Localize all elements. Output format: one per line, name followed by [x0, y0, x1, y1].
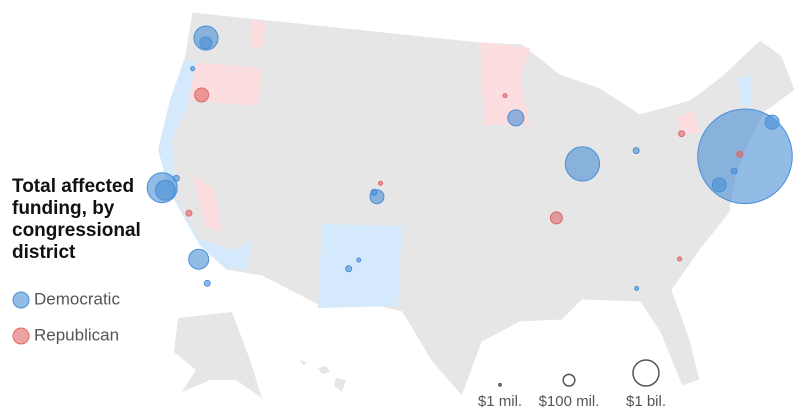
- district-bubble: [185, 209, 193, 217]
- legend-label: Democratic: [34, 289, 120, 308]
- district-bubble: [190, 66, 196, 72]
- legend-label: Republican: [34, 325, 119, 344]
- minnesota-highlight: [480, 42, 530, 125]
- size-legend-label: $1 bil.: [626, 393, 666, 410]
- district-bubble: [154, 179, 176, 201]
- district-bubble: [194, 87, 210, 103]
- legend-swatch: [12, 327, 30, 345]
- district-bubble: [345, 265, 353, 273]
- district-bubble: [199, 36, 213, 50]
- district-bubble: [172, 174, 180, 182]
- size-legend-label: $100 mil.: [539, 393, 600, 410]
- size-legend: $1 mil. $100 mil. $1 bil.: [478, 359, 666, 410]
- new-mexico-highlight: [318, 224, 402, 308]
- district-bubble: [634, 285, 640, 291]
- us-outline: [157, 11, 796, 397]
- basemap: [157, 11, 796, 398]
- district-bubble: [356, 257, 362, 263]
- district-bubble: [377, 180, 384, 186]
- size-legend-label: $1 mil.: [478, 393, 522, 410]
- district-bubble: [730, 167, 738, 175]
- hawaii: [300, 360, 346, 392]
- idaho-highlight: [250, 20, 266, 48]
- vermont-highlight: [738, 76, 752, 106]
- district-bubble: [736, 150, 744, 158]
- bubbles: [146, 25, 793, 291]
- district-bubble: [203, 279, 211, 287]
- district-bubble: [549, 211, 563, 225]
- district-bubble: [677, 256, 683, 262]
- legend-title: Total affected funding, by congressional…: [12, 176, 141, 263]
- size-legend-circle: [632, 359, 660, 387]
- california-highlight: [192, 176, 222, 232]
- district-bubble: [711, 177, 727, 193]
- district-bubble: [564, 146, 601, 182]
- district-bubble: [502, 93, 508, 99]
- size-legend-circle: [562, 373, 576, 387]
- district-bubble: [507, 109, 525, 127]
- west-coast-highlight: [158, 60, 252, 270]
- district-bubble: [632, 147, 640, 155]
- size-legend-circle: [498, 382, 502, 387]
- new-york-highlight: [676, 110, 700, 134]
- district-bubble: [370, 188, 378, 196]
- district-bubble: [188, 248, 210, 270]
- district-bubble: [678, 130, 686, 138]
- district-bubble: [764, 114, 780, 130]
- legend-swatch: [12, 291, 30, 309]
- alaska: [174, 312, 262, 398]
